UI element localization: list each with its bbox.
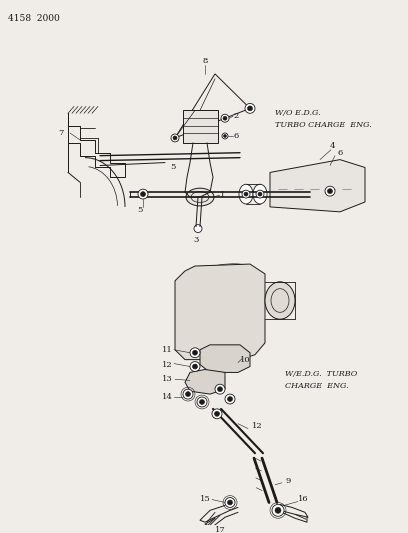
Polygon shape — [200, 345, 250, 373]
Circle shape — [275, 507, 281, 513]
Circle shape — [193, 364, 197, 369]
Circle shape — [225, 394, 235, 404]
Polygon shape — [270, 159, 365, 212]
Circle shape — [224, 134, 226, 138]
Circle shape — [256, 190, 264, 198]
Text: W/O E.D.G.: W/O E.D.G. — [275, 109, 321, 117]
Circle shape — [215, 411, 220, 416]
Circle shape — [272, 504, 284, 516]
Circle shape — [258, 192, 262, 196]
Circle shape — [248, 106, 253, 111]
Circle shape — [186, 392, 191, 397]
Text: CHARGE  ENG.: CHARGE ENG. — [285, 382, 348, 390]
Circle shape — [221, 114, 229, 122]
Text: 4158  2000: 4158 2000 — [8, 14, 60, 23]
Polygon shape — [183, 110, 218, 143]
Ellipse shape — [186, 188, 214, 206]
Circle shape — [217, 387, 222, 392]
Circle shape — [171, 134, 179, 142]
Text: 10: 10 — [240, 356, 251, 364]
Circle shape — [242, 190, 250, 198]
Text: 4: 4 — [330, 142, 335, 150]
Text: 6: 6 — [233, 132, 238, 140]
Circle shape — [223, 116, 227, 120]
Text: 5: 5 — [137, 206, 142, 214]
Circle shape — [190, 361, 200, 372]
Text: 13: 13 — [162, 375, 173, 383]
Text: TURBO CHARGE  ENG.: TURBO CHARGE ENG. — [275, 121, 372, 129]
Polygon shape — [185, 369, 225, 394]
Text: 11: 11 — [162, 346, 173, 354]
Text: 9: 9 — [285, 477, 290, 485]
Text: 1: 1 — [220, 191, 225, 199]
Text: 16: 16 — [298, 495, 308, 503]
Circle shape — [212, 409, 222, 419]
Ellipse shape — [265, 282, 295, 319]
Text: 12: 12 — [252, 422, 263, 430]
Circle shape — [138, 189, 148, 199]
Text: 2: 2 — [233, 112, 238, 120]
Text: 5: 5 — [170, 164, 175, 172]
Circle shape — [183, 389, 193, 399]
Circle shape — [200, 400, 204, 405]
Ellipse shape — [253, 184, 267, 204]
Text: 15: 15 — [200, 495, 211, 503]
Text: 12: 12 — [162, 360, 173, 368]
Ellipse shape — [239, 184, 253, 204]
Text: 17: 17 — [215, 526, 225, 533]
Circle shape — [222, 133, 228, 139]
Text: 3: 3 — [193, 237, 199, 245]
Text: 8: 8 — [202, 57, 208, 65]
Circle shape — [245, 103, 255, 114]
Circle shape — [193, 350, 197, 355]
Circle shape — [197, 397, 207, 407]
Circle shape — [228, 397, 233, 401]
Text: 6: 6 — [338, 149, 343, 157]
Circle shape — [328, 189, 333, 193]
Polygon shape — [175, 264, 265, 360]
Circle shape — [325, 186, 335, 196]
Circle shape — [190, 348, 200, 358]
Ellipse shape — [194, 224, 202, 232]
Circle shape — [228, 500, 233, 505]
Circle shape — [225, 498, 235, 507]
Text: W/E.D.G.  TURBO: W/E.D.G. TURBO — [285, 370, 357, 378]
Circle shape — [140, 192, 146, 197]
Text: 14: 14 — [162, 393, 173, 401]
Text: 7: 7 — [58, 129, 63, 137]
Circle shape — [215, 384, 225, 394]
Circle shape — [173, 136, 177, 140]
Circle shape — [244, 192, 248, 196]
